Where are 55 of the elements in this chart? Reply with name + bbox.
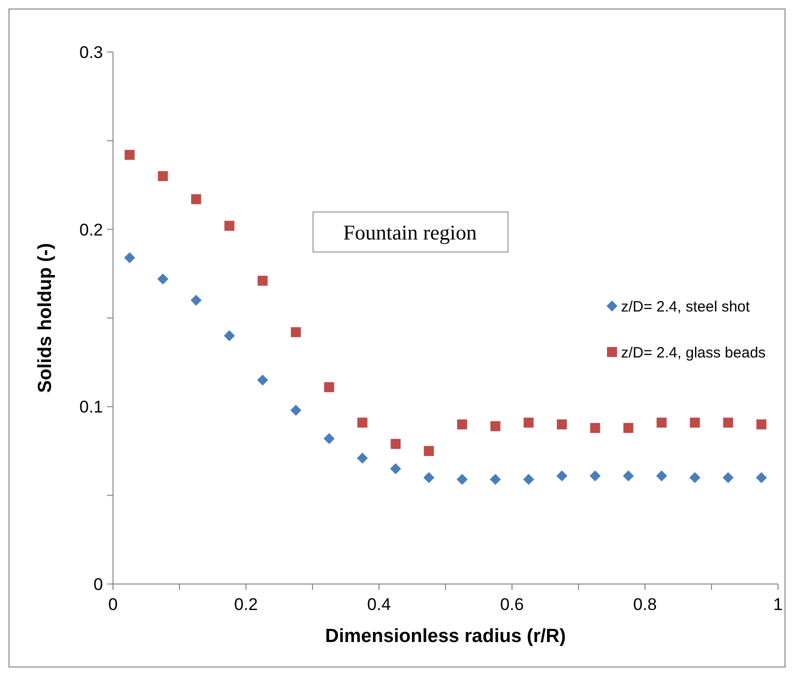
- point: [157, 273, 168, 284]
- point: [723, 418, 734, 428]
- point: [356, 452, 368, 464]
- y-tick-label: 0: [94, 574, 103, 594]
- point: [457, 419, 468, 430]
- point: [556, 470, 568, 482]
- point: [191, 194, 202, 204]
- point: [523, 474, 534, 485]
- y-tick-label: 0.2: [79, 220, 103, 240]
- y-tick-label: 0.1: [79, 398, 103, 417]
- point: [490, 421, 500, 432]
- y-tick-label: 0.3: [79, 42, 103, 62]
- point: [290, 404, 302, 416]
- point: [756, 419, 766, 430]
- point: [257, 374, 268, 386]
- point: [756, 472, 767, 484]
- x-tick-label: 1: [773, 595, 783, 614]
- point: [357, 418, 368, 428]
- x-tick-label: 0.4: [367, 595, 391, 614]
- point: [722, 472, 734, 484]
- legend-label: z/D= 2.4, glass beads: [621, 344, 766, 362]
- point: [456, 474, 468, 485]
- x-axis-title: Dimensionless radius (r/R): [325, 626, 566, 647]
- point: [590, 470, 601, 482]
- point: [124, 252, 136, 264]
- point: [258, 276, 268, 286]
- x-tick-label: 0.6: [500, 595, 524, 614]
- point: [490, 474, 501, 485]
- x-tick-label: 0.2: [234, 595, 258, 614]
- y-axis-title: Solids holdup (-): [35, 243, 56, 393]
- point: [556, 419, 567, 430]
- x-tick-label: 0.8: [633, 595, 657, 614]
- point: [656, 470, 668, 482]
- annotation: Fountain region: [343, 220, 478, 244]
- point: [324, 433, 335, 444]
- point: [224, 330, 235, 342]
- point: [622, 470, 634, 482]
- point: [158, 171, 168, 182]
- point: [124, 150, 135, 160]
- legend-label: z/D= 2.4, steel shot: [621, 298, 751, 316]
- point: [423, 472, 434, 484]
- point: [656, 418, 667, 428]
- point: [390, 463, 402, 474]
- point: [224, 220, 234, 231]
- point: [424, 446, 434, 456]
- point: [390, 438, 401, 449]
- point: [590, 422, 600, 433]
- point: [190, 294, 202, 306]
- x-tick-label: 0: [108, 595, 118, 614]
- point: [690, 418, 700, 428]
- point: [290, 327, 301, 338]
- point: [324, 382, 334, 392]
- point: [623, 422, 634, 433]
- point: [689, 472, 700, 484]
- point: [524, 418, 534, 428]
